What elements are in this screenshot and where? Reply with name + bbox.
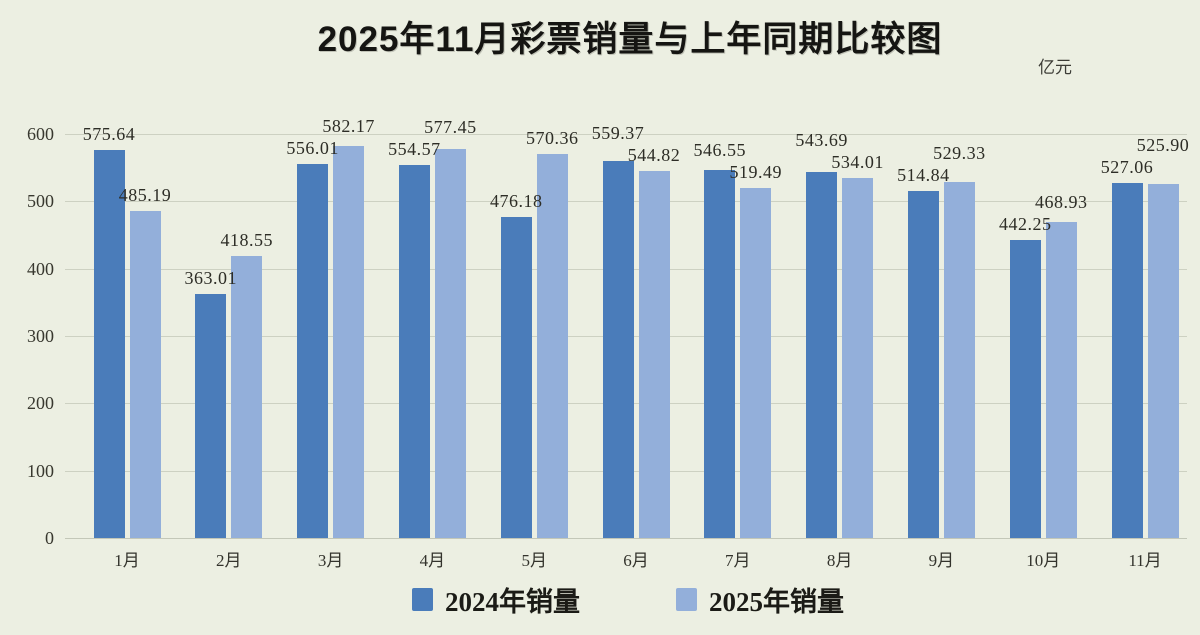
x-tick-label-2月: 2月 [216, 551, 242, 570]
bar-2025-1月 [129, 211, 161, 538]
bar-value-label-2024-9月: 514.84 [897, 165, 950, 186]
unit-label: 亿元 [1038, 58, 1072, 77]
bar-2024-8月 [806, 171, 838, 538]
legend-label-2025: 2025年销量 [709, 587, 844, 617]
bar-2025-9月 [943, 181, 975, 538]
y-tick-label-0: 0 [45, 528, 54, 548]
bar-value-label-2025-1月: 485.19 [118, 185, 172, 206]
bar-2024-6月 [602, 161, 634, 538]
bar-value-label-2025-6月: 544.82 [627, 145, 681, 166]
x-tick-label-7月: 7月 [725, 551, 751, 570]
bar-2024-4月 [398, 164, 430, 538]
x-tick-label-10月: 10月 [1026, 551, 1061, 570]
x-tick-label-8月: 8月 [826, 551, 853, 570]
gridline-0 [65, 538, 1187, 539]
y-tick-label-600: 600 [27, 124, 54, 144]
bar-value-label-2024-10月: 442.25 [998, 214, 1052, 235]
x-tick-label-4月: 4月 [419, 551, 446, 570]
x-tick-label-1月: 1月 [114, 551, 140, 570]
bar-2025-11月 [1147, 183, 1179, 538]
bar-value-label-2025-2月: 418.55 [220, 230, 274, 251]
x-axis: 1月 2月 3月 4月 5月 6月 7月 8月 9月 10月 11月 [65, 546, 1187, 570]
bar-value-label-2024-4月: 554.57 [388, 138, 441, 159]
x-tick-label-11月: 11月 [1128, 551, 1162, 570]
y-tick-label-500: 500 [27, 191, 54, 212]
bar-2024-9月 [907, 191, 939, 538]
legend-swatch-2024-icon [412, 588, 433, 611]
bar-value-label-2025-11月: 525.90 [1136, 135, 1190, 156]
gridline-600 [65, 134, 1187, 135]
legend-item-2024: 2024年销量 [412, 580, 580, 619]
bar-value-label-2024-3月: 556.01 [286, 137, 339, 158]
bar-value-label-2025-7月: 519.49 [729, 162, 783, 183]
bar-2024-5月 [500, 217, 532, 538]
bar-2025-10月 [1045, 222, 1077, 538]
bar-2025-3月 [333, 146, 365, 538]
bar-2025-7月 [740, 188, 772, 538]
bar-2024-7月 [704, 170, 736, 538]
legend: 2024年销量 2025年销量 [28, 580, 1200, 619]
bar-value-label-2025-4月: 577.45 [424, 116, 477, 137]
bar-value-label-2024-2月: 363.01 [184, 267, 238, 288]
bar-2024-1月 [93, 150, 125, 538]
y-tick-label-200: 200 [27, 393, 54, 414]
bar-value-label-2024-1月: 575.64 [82, 124, 136, 145]
bar-value-label-2024-7月: 546.55 [693, 140, 747, 161]
bar-value-label-2025-8月: 534.01 [831, 152, 884, 173]
y-tick-label-400: 400 [27, 258, 54, 279]
y-tick-label-300: 300 [27, 326, 54, 346]
legend-label-2024: 2024年销量 [445, 587, 580, 617]
bar-2025-6月 [638, 171, 670, 538]
bar-2024-11月 [1111, 183, 1143, 538]
bar-2025-8月 [842, 178, 874, 538]
x-tick-label-3月: 3月 [317, 551, 344, 570]
bar-2025-2月 [231, 256, 263, 538]
plot-area: 575.64 485.19 363.01 418.55 556.01 582.17 554.… [65, 116, 1189, 539]
bar-value-label-2025-9月: 529.33 [933, 143, 986, 164]
bar-2024-10月 [1009, 240, 1041, 538]
x-tick-label-6月: 6月 [623, 551, 649, 570]
legend-swatch-2025-icon [676, 588, 697, 611]
x-tick-label-5月: 5月 [521, 551, 547, 570]
bar-2025-4月 [434, 149, 466, 538]
bar-2024-3月 [297, 163, 329, 538]
bar-value-label-2024-5月: 476.18 [489, 191, 543, 212]
bar-value-label-2025-10月: 468.93 [1034, 192, 1088, 213]
bar-value-label-2025-5月: 570.36 [525, 127, 579, 148]
bar-2025-5月 [536, 153, 568, 538]
x-tick-label-9月: 9月 [928, 551, 955, 570]
legend-item-2025: 2025年销量 [676, 580, 844, 619]
page-title: 2025年11月彩票销量与上年同期比较图 [317, 20, 943, 59]
bar-value-label-2024-11月: 527.06 [1100, 157, 1154, 178]
y-tick-label-100: 100 [27, 460, 54, 481]
y-axis: 0 100 200 300 400 500 600 [0, 124, 58, 548]
bar-value-label-2024-8月: 543.69 [795, 130, 848, 151]
bar-2024-2月 [195, 293, 227, 538]
bar-value-label-2024-6月: 559.37 [591, 123, 645, 144]
bar-value-label-2025-3月: 582.17 [322, 115, 375, 136]
